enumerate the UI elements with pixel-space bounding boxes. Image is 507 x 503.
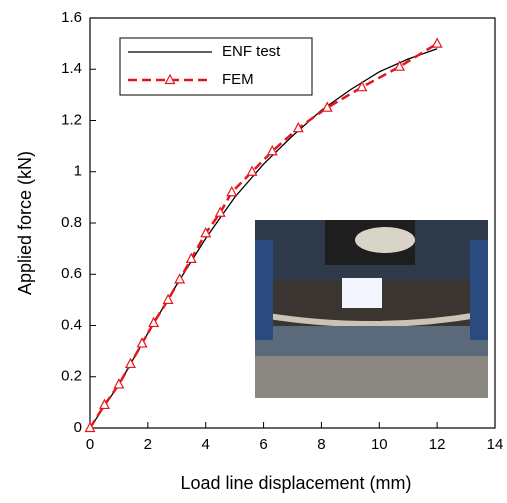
x-tick-label: 4 <box>202 436 210 453</box>
x-tick-label: 14 <box>487 436 504 453</box>
y-tick-label: 1.4 <box>61 60 82 77</box>
x-tick-label: 6 <box>259 436 267 453</box>
point-marker <box>125 357 136 369</box>
point-marker <box>226 185 238 197</box>
y-tick-label: 0.2 <box>61 368 82 385</box>
point-marker <box>136 337 148 348</box>
point-marker <box>394 60 406 71</box>
y-tick-label: 1.6 <box>61 9 82 26</box>
point-marker <box>266 144 278 156</box>
y-tick-label: 0.8 <box>61 214 82 231</box>
series-line <box>89 48 438 429</box>
y-tick-label: 0.6 <box>61 265 82 282</box>
point-marker <box>113 378 125 389</box>
x-tick-label: 12 <box>429 436 446 453</box>
point-marker <box>84 421 96 433</box>
point-marker <box>185 252 197 263</box>
legend-label: FEM <box>222 71 254 88</box>
x-tick-label: 2 <box>144 436 152 453</box>
inset-photo <box>255 220 488 398</box>
legend-label: ENF test <box>222 43 281 60</box>
point-marker <box>292 121 304 133</box>
y-tick-label: 0 <box>74 419 82 436</box>
point-marker <box>148 316 160 328</box>
x-axis-label: Load line displacement (mm) <box>180 473 411 493</box>
point-marker <box>321 101 333 112</box>
point-marker <box>431 37 443 48</box>
x-tick-label: 8 <box>317 436 325 453</box>
y-tick-label: 0.4 <box>61 316 82 333</box>
point-marker <box>174 273 186 284</box>
y-axis-label: Applied force (kN) <box>15 151 35 295</box>
point-marker <box>162 293 174 304</box>
legend-marker <box>164 73 176 85</box>
y-tick-label: 1.2 <box>61 111 82 128</box>
point-marker <box>98 398 110 410</box>
y-tick-label: 1 <box>74 163 82 180</box>
legend: ENF test FEM <box>119 37 313 96</box>
point-marker <box>214 206 226 217</box>
point-marker <box>356 80 368 92</box>
x-tick-label: 0 <box>86 436 94 453</box>
legend-box <box>119 37 313 96</box>
point-marker <box>200 226 212 238</box>
point-marker <box>246 165 258 176</box>
x-tick-label: 10 <box>371 436 388 453</box>
